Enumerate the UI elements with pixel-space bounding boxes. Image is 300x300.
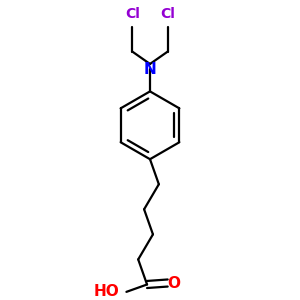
Text: Cl: Cl — [160, 7, 175, 21]
Text: N: N — [144, 62, 156, 77]
Text: O: O — [168, 275, 181, 290]
Text: HO: HO — [93, 284, 119, 299]
Text: Cl: Cl — [125, 7, 140, 21]
